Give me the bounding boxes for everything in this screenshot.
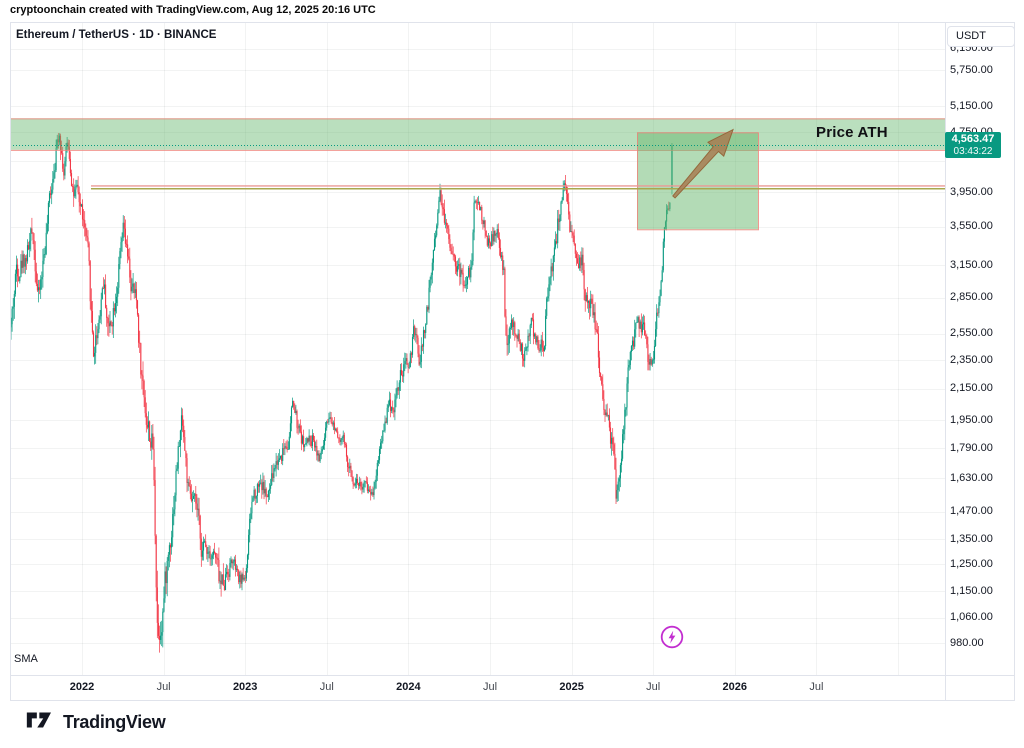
time-tick-label: 2024 [396,681,421,693]
price-tick-label: 5,150.00 [950,99,993,112]
price-tick-label: 2,550.00 [950,327,993,340]
price-tick-label: 1,350.00 [950,532,993,545]
indicator-label-sma[interactable]: SMA [14,653,38,665]
time-tick-label: 2023 [232,681,258,693]
time-tick-label: Jul [809,681,824,693]
time-axis[interactable]: 2022 Jul 2023 Jul 2024 Jul 2025 Jul 2026 Jul [0,681,1024,697]
price-tick-label: 1,150.00 [950,584,993,597]
price-tick-label: 1,250.00 [950,557,993,570]
price-tick-label: 3,950.00 [950,185,993,198]
price-tick-label: 1,470.00 [950,505,993,518]
time-tick-label: 2022 [69,681,95,693]
price-tick-label: 2,850.00 [950,291,993,304]
last-price-badge: 4,563.47 03:43:22 [945,132,1001,159]
price-axis[interactable]: 6,150.005,750.005,150.004,750.003,950.00… [950,0,1024,700]
price-tick-label: 2,150.00 [950,382,993,395]
time-tick-label: 2025 [559,681,584,693]
time-tick-label: Jul [646,681,661,693]
price-tick-label: 5,750.00 [950,63,993,76]
tradingview-logo-text: TradingView [63,712,166,732]
price-tick-label: 1,060.00 [950,611,993,624]
price-tick-label: 1,950.00 [950,413,993,426]
tradingview-logo-icon [26,710,56,735]
time-tick-label: Jul [482,681,498,693]
price-ath-annotation-label: Price ATH [816,124,888,141]
price-tick-label: 1,630.00 [950,471,993,484]
price-tick-label: 1,790.00 [950,441,993,454]
price-tick-label: 2,350.00 [950,353,993,366]
currency-unit-button[interactable]: USDT [947,26,1015,47]
time-tick-label: 2026 [722,681,748,693]
price-tick-label: 980.00 [950,636,984,649]
last-price-value: 4,563.47 [951,133,995,146]
price-tick-label: 3,550.00 [950,220,993,233]
tradingview-footer[interactable]: TradingView [26,710,166,735]
instant-trading-icon[interactable] [659,624,685,655]
symbol-legend[interactable]: Ethereum / TetherUS · 1D · BINANCE [16,29,217,41]
price-tick-label: 3,150.00 [950,258,993,271]
attribution-text: cryptoonchain created with TradingView.c… [10,4,376,16]
bar-countdown: 03:43:22 [953,146,993,158]
time-tick-label: Jul [319,681,334,693]
time-tick-label: Jul [156,681,171,693]
